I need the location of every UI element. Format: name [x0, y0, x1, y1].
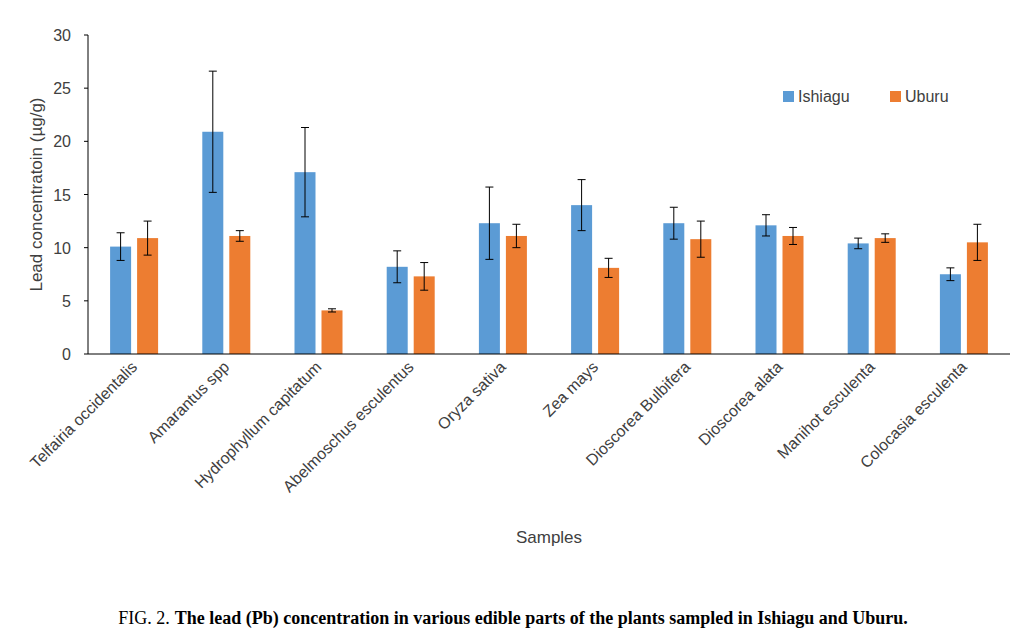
y-tick-label: 20 [53, 133, 71, 150]
bar [756, 225, 777, 354]
error-bar [789, 227, 797, 244]
y-tick-label: 0 [62, 346, 71, 363]
error-bar [301, 128, 309, 217]
x-tick-label: Manihot esculenta [774, 358, 878, 462]
bar [940, 274, 961, 354]
error-bar [209, 71, 217, 192]
error-bar [762, 215, 770, 236]
y-tick [84, 88, 88, 89]
y-tick-label: 5 [62, 293, 71, 310]
x-tick-label: Oryza sativa [434, 358, 509, 433]
error-bar [946, 268, 954, 281]
bar [783, 236, 804, 354]
x-tick-label: Dioscorea alata [695, 358, 786, 449]
y-tick [84, 247, 88, 248]
y-tick-label: 10 [53, 240, 71, 257]
bar [848, 243, 869, 354]
bar [110, 247, 131, 354]
legend-label: Ishiagu [798, 88, 850, 105]
y-tick [84, 141, 88, 142]
chart: 0 5 10 15 20 25 30 Telfairia occidentalisAmaran… [0, 0, 1026, 641]
error-bar [670, 207, 678, 239]
legend-swatch [890, 91, 901, 102]
y-tick [84, 194, 88, 195]
x-tick-label: Zea mays [540, 358, 602, 420]
x-axis [88, 354, 1010, 355]
y-tick-label: 15 [53, 187, 71, 204]
bar [322, 310, 343, 354]
error-bar [881, 234, 889, 243]
error-bar [485, 187, 493, 259]
y-axis-title: Lead concentratoin (µg/g) [27, 97, 46, 291]
x-tick-label: Abelmoschus esculentus [280, 358, 417, 495]
y-axis [88, 35, 89, 354]
error-bar [854, 238, 862, 249]
bar [663, 223, 684, 354]
y-tick [84, 35, 88, 36]
x-tick-label: Colocasia esculenta [857, 358, 970, 471]
error-bar [117, 233, 125, 261]
bar [875, 238, 896, 354]
x-tick-label: Telfairia occidentalis [27, 358, 140, 471]
figure-label: FIG. 2. [118, 608, 170, 628]
legend-label: Uburu [905, 88, 949, 105]
error-bar [973, 224, 981, 260]
error-bar [697, 221, 705, 257]
error-bar [512, 224, 520, 247]
bar [598, 268, 619, 354]
bar [229, 236, 250, 354]
error-bar [578, 180, 586, 231]
x-tick-label: Amarantus spp [144, 358, 232, 446]
legend-swatch [783, 91, 794, 102]
y-tick [84, 300, 88, 301]
y-tick-label: 25 [53, 80, 71, 97]
error-bar [605, 258, 613, 277]
bar [506, 236, 527, 354]
error-bar [393, 251, 401, 283]
caption: FIG. 2.The lead (Pb) concentration in va… [118, 608, 908, 629]
x-axis-title: Samples [516, 528, 582, 547]
bars [110, 132, 988, 354]
y-tick-label: 30 [53, 27, 71, 44]
error-bar [328, 309, 336, 312]
error-bar [420, 263, 428, 291]
y-tick [84, 354, 88, 355]
title: The lead (Pb) concentration in various e… [175, 608, 908, 629]
error-bar [144, 221, 152, 255]
x-tick-label: Dioscorea Bulbifera [583, 358, 694, 469]
error-bar [236, 231, 244, 242]
error-bars [117, 71, 982, 312]
